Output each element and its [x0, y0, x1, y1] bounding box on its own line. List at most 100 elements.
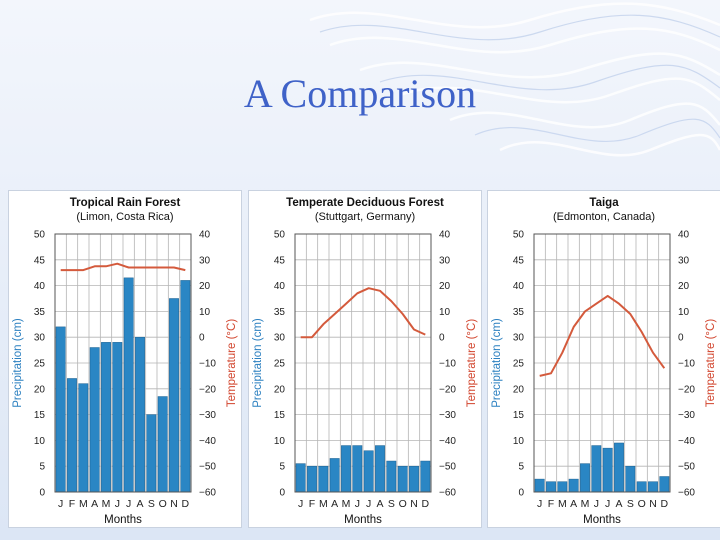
- y-tick-label: 25: [513, 359, 525, 370]
- y-tick-label: 5: [279, 462, 285, 473]
- x-tick-label: J: [126, 498, 131, 510]
- precipitation-bar: [397, 465, 408, 493]
- chart-panel-temperate-deciduous-forest: Temperate Deciduous Forest (Stuttgart, Ge…: [248, 190, 482, 528]
- chart-title: Taiga: [589, 197, 619, 209]
- x-tick-label: A: [570, 498, 577, 510]
- precipitation-bar: [123, 277, 134, 493]
- y2-tick-label: 30: [439, 255, 451, 266]
- climatogram-taiga: Taiga (Edmonton, Canada) 0 5 10 15 20 25 30 35 40 4…: [491, 197, 717, 526]
- y-tick-label: 30: [274, 333, 286, 344]
- chart-subtitle: (Limon, Costa Rica): [76, 211, 173, 223]
- temperature-line: [60, 262, 186, 272]
- y2-tick-label: 0: [439, 333, 445, 344]
- x-tick-label: S: [388, 498, 395, 510]
- precipitation-bar: [295, 463, 306, 493]
- chart-subtitle: (Edmonton, Canada): [553, 211, 655, 223]
- x-tick-label: N: [170, 498, 178, 510]
- precipitation-bar: [568, 478, 579, 493]
- y2-tick-label: 40: [678, 230, 690, 241]
- precipitation-bar: [146, 414, 157, 493]
- x-tick-label: M: [581, 498, 590, 510]
- y-axis-label: Precipitation (cm): [12, 318, 24, 408]
- precipitation-bar: [625, 465, 636, 493]
- y2-axis-label: Temperature (°C): [226, 319, 238, 407]
- precipitation-bar: [112, 342, 123, 493]
- x-tick-label: M: [102, 498, 111, 510]
- y2-tick-label: −10: [199, 359, 216, 370]
- x-tick-label: O: [638, 498, 646, 510]
- plot-frame: [294, 233, 432, 493]
- y2-tick-label: −20: [678, 384, 695, 395]
- y-tick-label: 0: [39, 488, 45, 499]
- y-axis-label: Precipitation (cm): [491, 318, 503, 408]
- precipitation-bar: [67, 378, 77, 493]
- y2-tick-label: −20: [439, 384, 456, 395]
- precipitation-bar: [135, 336, 145, 493]
- y-tick-label: 15: [274, 410, 286, 421]
- climatogram-temperate-deciduous-forest: Temperate Deciduous Forest (Stuttgart, Ge…: [252, 197, 478, 526]
- x-tick-label: A: [376, 498, 383, 510]
- x-tick-label: S: [627, 498, 634, 510]
- x-tick-label: M: [319, 498, 328, 510]
- chart-title: Temperate Deciduous Forest: [286, 197, 444, 209]
- precipitation-bar: [602, 447, 613, 493]
- y-tick-label: 40: [34, 281, 46, 292]
- x-tick-label: A: [91, 498, 98, 510]
- precipitation-bar: [329, 458, 340, 493]
- precipitation-bar: [363, 450, 374, 493]
- y2-axis-label: Temperature (°C): [466, 319, 478, 407]
- y2-tick-label: −50: [439, 462, 456, 473]
- x-axis-label: Months: [344, 514, 382, 526]
- y-tick-label: 20: [513, 384, 525, 395]
- precipitation-bar: [180, 280, 191, 493]
- y2-tick-label: 10: [439, 307, 451, 318]
- decorative-wave-pattern: [309, 2, 720, 157]
- x-tick-label: S: [148, 498, 155, 510]
- y-tick-label: 50: [274, 230, 286, 241]
- x-tick-label: A: [331, 498, 338, 510]
- temperature-line: [300, 287, 426, 339]
- x-tick-label: D: [661, 498, 669, 510]
- y2-tick-label: 40: [199, 230, 211, 241]
- chart-panel-taiga: Taiga (Edmonton, Canada) 0 5 10 15 20 25 30 35 40 4…: [487, 190, 720, 528]
- y2-tick-label: −60: [678, 488, 695, 499]
- precipitation-bar: [318, 465, 329, 493]
- x-tick-label: M: [79, 498, 88, 510]
- y-tick-label: 0: [518, 488, 524, 499]
- precipitation-bar: [534, 478, 545, 493]
- plot-frame: [54, 233, 192, 493]
- y2-axis-label: Temperature (°C): [705, 319, 717, 407]
- y2-tick-label: −50: [678, 462, 695, 473]
- x-tick-label: F: [309, 498, 315, 510]
- y-tick-label: 35: [274, 307, 286, 318]
- y-tick-label: 45: [34, 255, 46, 266]
- y-tick-label: 25: [34, 359, 46, 370]
- y-tick-label: 35: [513, 307, 525, 318]
- precipitation-bar: [157, 396, 168, 493]
- x-tick-label: D: [422, 498, 430, 510]
- x-tick-label: N: [649, 498, 657, 510]
- x-tick-label: J: [605, 498, 610, 510]
- precipitation-bar: [341, 445, 351, 493]
- precipitation-bar: [614, 442, 624, 493]
- x-tick-label: J: [366, 498, 371, 510]
- y-tick-label: 45: [513, 255, 525, 266]
- y2-tick-label: 0: [199, 333, 205, 344]
- y-tick-label: 35: [34, 307, 46, 318]
- chart-subtitle: (Stuttgart, Germany): [315, 211, 415, 223]
- climatogram-tropical-rain-forest: Tropical Rain Forest (Limon, Costa Rica) 0…: [12, 197, 238, 526]
- x-tick-label: J: [115, 498, 120, 510]
- x-tick-label: F: [548, 498, 554, 510]
- y2-tick-label: 30: [678, 255, 690, 266]
- y-tick-label: 10: [274, 436, 286, 447]
- y-tick-label: 30: [34, 333, 46, 344]
- y2-tick-label: −30: [199, 410, 216, 421]
- y2-tick-label: 0: [678, 333, 684, 344]
- x-axis-label: Months: [104, 514, 142, 526]
- plot-frame: [533, 233, 671, 493]
- temperature-line: [539, 294, 666, 377]
- y2-tick-label: −20: [199, 384, 216, 395]
- y2-tick-label: 30: [199, 255, 211, 266]
- x-tick-label: O: [399, 498, 407, 510]
- y-tick-label: 15: [34, 410, 46, 421]
